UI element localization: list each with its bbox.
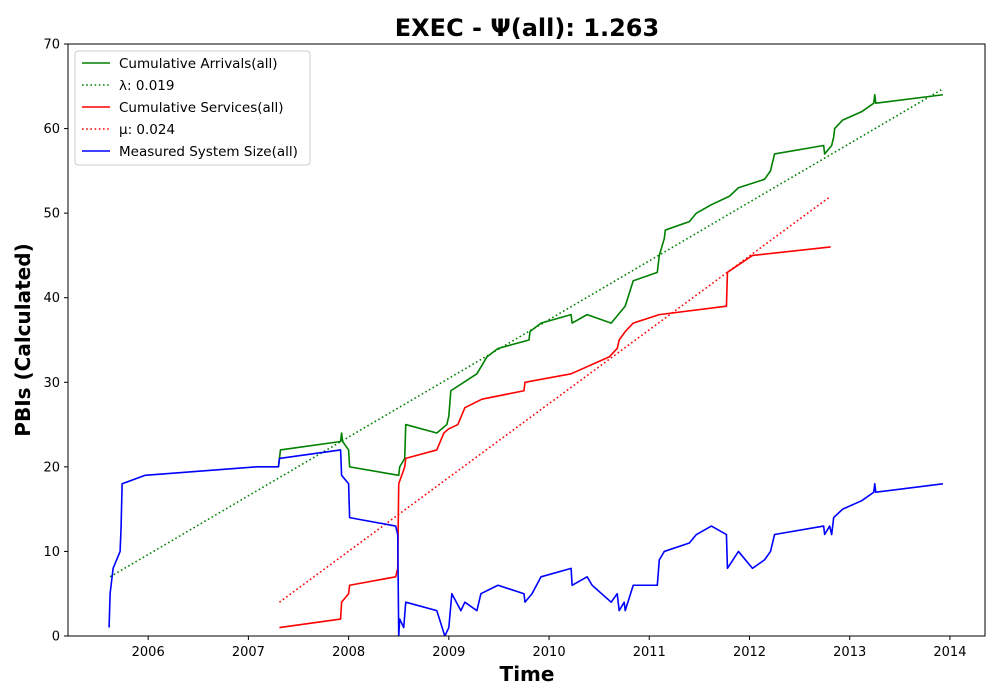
series-group	[108, 88, 944, 636]
y-tick-label: 60	[43, 122, 60, 137]
x-tick-label: 2008	[332, 645, 365, 660]
series-line-1	[109, 88, 944, 578]
y-tick-label: 40	[43, 291, 60, 306]
series-line-4	[108, 449, 944, 636]
y-tick-label: 50	[43, 207, 60, 222]
plot-area: 2006 2007 2008 2009 2010 2011 2012 2013 2014 0 10 2…	[43, 38, 986, 660]
y-tick-label: 20	[43, 460, 60, 475]
x-tick-label: 2006	[132, 645, 165, 660]
legend-label: Cumulative Arrivals(all)	[119, 56, 278, 72]
x-tick-label: 2013	[833, 645, 866, 660]
x-axis-label: Time	[500, 662, 555, 686]
plot-frame	[67, 43, 986, 637]
y-tick-label: 0	[52, 630, 60, 645]
legend-label: λ: 0.019	[119, 78, 174, 94]
x-tick-label: 2014	[933, 645, 966, 660]
x-tick-label: 2012	[733, 645, 766, 660]
legend-label: μ: 0.024	[119, 122, 175, 138]
legend-label: Cumulative Services(all)	[119, 100, 284, 116]
legend-box	[74, 50, 311, 166]
legend: Cumulative Arrivals(all) λ: 0.019 Cumulati…	[74, 50, 311, 166]
x-tick-label: 2009	[432, 645, 465, 660]
x-tick-label: 2011	[633, 645, 666, 660]
y-tick-label: 30	[43, 376, 60, 391]
y-tick-label: 10	[43, 545, 60, 560]
x-tick-label: 2010	[533, 645, 566, 660]
series-line-0	[277, 93, 944, 477]
series-line-2	[279, 246, 831, 629]
chart-title: EXEC - Ψ(all): 1.263	[395, 14, 659, 42]
y-axis-label: PBIs (Calculated)	[11, 243, 35, 436]
series-line-3	[278, 195, 832, 603]
y-tick-label: 70	[43, 38, 60, 53]
x-tick-label: 2007	[232, 645, 265, 660]
legend-label: Measured System Size(all)	[119, 144, 298, 160]
